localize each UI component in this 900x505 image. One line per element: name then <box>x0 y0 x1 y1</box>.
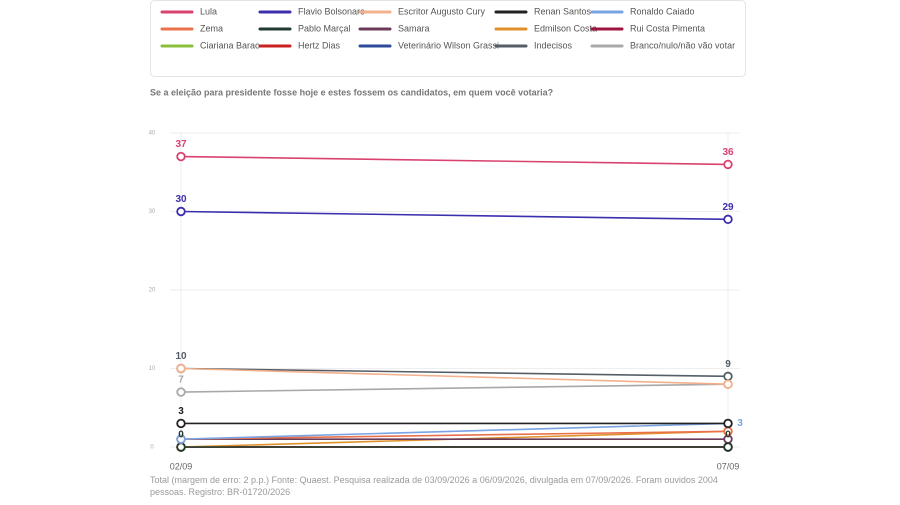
series-line <box>180 155 729 166</box>
y-tick-label: 40 <box>149 131 156 137</box>
data-label: 3 <box>178 406 184 417</box>
data-label: 10 <box>175 351 187 362</box>
y-tick-label: 10 <box>149 366 156 372</box>
point <box>176 434 186 444</box>
series-line <box>180 210 729 221</box>
chart: Se a eleição para presidente fosse hoje … <box>149 0 746 471</box>
data-label: 9 <box>725 359 731 370</box>
legend-label: Ciariana Barao <box>200 40 260 50</box>
x-tick-label: 02/09 <box>170 461 193 471</box>
legend-label: Indecisos <box>534 40 573 50</box>
data-label: 0 <box>178 430 184 441</box>
series-line <box>180 367 729 385</box>
legend-label: Escritor Augusto Cury <box>398 6 486 16</box>
footnote: Total (margem de erro: 2 p.p.) Fonte: Qu… <box>150 475 718 497</box>
point <box>176 363 186 374</box>
point <box>176 387 186 397</box>
data-label: 29 <box>722 202 734 213</box>
data-label: 36 <box>722 147 734 158</box>
point <box>176 442 186 452</box>
legend-label: Lula <box>200 6 217 16</box>
legend-label: Rui Costa Pimenta <box>630 23 705 33</box>
point <box>723 418 733 429</box>
legend-label: Pablo Marçal <box>298 23 351 33</box>
point <box>723 379 733 389</box>
point <box>723 214 733 225</box>
legend-label: Ronaldo Caiado <box>630 6 695 16</box>
chart-title: Se a eleição para presidente fosse hoje … <box>150 87 553 97</box>
series-line <box>180 367 729 378</box>
point <box>723 442 733 452</box>
series-line <box>180 422 729 440</box>
data-label: 37 <box>175 139 187 150</box>
data-label: 7 <box>178 375 184 386</box>
legend-label: Renan Santos <box>534 6 592 16</box>
data-label: 3 <box>737 418 743 429</box>
data-label: 0 <box>725 430 731 441</box>
legend-label: Branco/nulo/não vão votar <box>630 40 735 50</box>
legend-label: Edmilson Costa <box>534 23 597 33</box>
legend-box <box>150 0 746 77</box>
point <box>723 159 733 170</box>
legend-label: Hertz Dias <box>298 40 341 50</box>
point <box>176 418 186 429</box>
legend-label: Zema <box>200 23 223 33</box>
series-line <box>180 383 729 393</box>
point <box>176 151 186 162</box>
y-tick-label: 20 <box>149 288 156 294</box>
y-tick-label: 0 <box>150 445 154 451</box>
x-tick-label: 07/09 <box>717 461 740 471</box>
legend-label: Flavio Bolsonaro <box>298 6 365 16</box>
legend-label: Veterinário Wilson Grassi <box>398 40 499 50</box>
series-line <box>180 430 729 440</box>
data-label: 30 <box>175 194 187 205</box>
legend-label: Samara <box>398 23 430 33</box>
point <box>723 371 733 382</box>
y-tick-label: 30 <box>149 209 156 215</box>
point <box>176 206 186 217</box>
